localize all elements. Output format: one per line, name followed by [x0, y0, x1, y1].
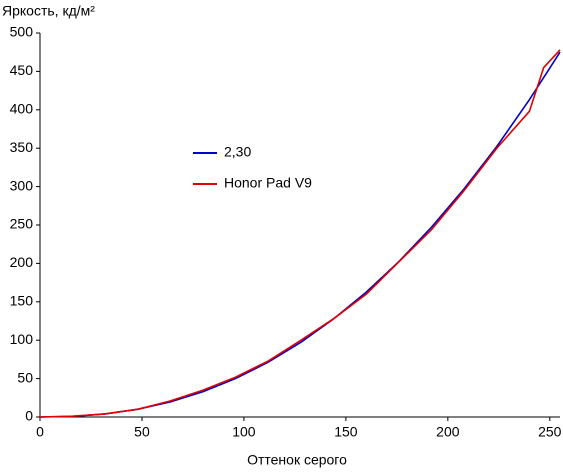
- legend-label: Honor Pad V9: [224, 175, 312, 191]
- legend-label: 2,30: [224, 144, 251, 160]
- x-tick-label: 250: [538, 424, 562, 440]
- y-tick-label: 200: [10, 254, 34, 270]
- y-tick-label: 500: [10, 24, 34, 40]
- line: [39, 51, 561, 418]
- x-tick-label: 200: [436, 424, 460, 440]
- x-tick-label: 100: [232, 424, 256, 440]
- line: [39, 49, 561, 418]
- y-tick-label: 250: [10, 216, 34, 232]
- x-tick-label: 0: [36, 424, 44, 440]
- y-axis-label: Яркость, кд/м²: [2, 3, 95, 19]
- y-tick-label: 100: [10, 331, 34, 347]
- y-tick-label: 450: [10, 62, 34, 78]
- y-tick-label: 400: [10, 101, 34, 117]
- x-axis-label: Оттенок серого: [247, 452, 347, 468]
- y-tick-label: 350: [10, 139, 34, 155]
- y-tick-label: 50: [17, 369, 33, 385]
- y-tick-label: 150: [10, 293, 34, 309]
- y-tick-label: 300: [10, 177, 34, 193]
- x-tick-label: 50: [134, 424, 150, 440]
- y-tick-label: 0: [25, 408, 33, 424]
- x-tick-label: 150: [334, 424, 358, 440]
